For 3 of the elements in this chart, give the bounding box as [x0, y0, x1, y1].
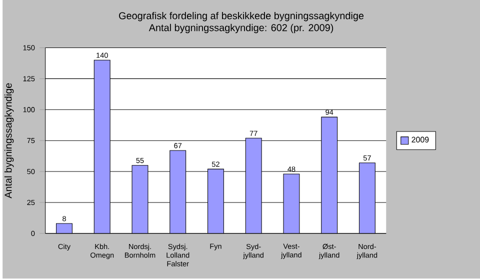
chart-subtitle: Antal bygningssagkyndige: 602 (pr. 2009)	[148, 24, 334, 34]
chart-title: Geografisk fordeling af beskikkede bygningssagkyndige	[119, 12, 364, 22]
y-axis-title: Antal bygningssagkyndige	[4, 84, 14, 199]
